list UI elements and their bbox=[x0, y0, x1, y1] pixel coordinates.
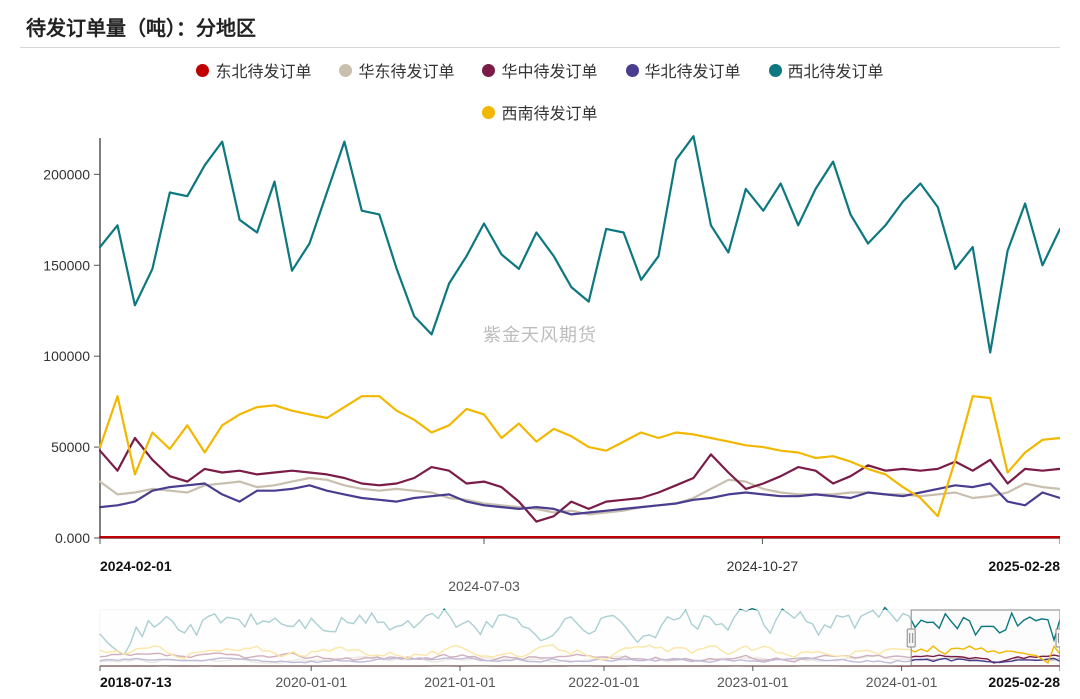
brush-x-tick-label: 2024-01-01 bbox=[866, 674, 938, 690]
legend-marker-icon bbox=[626, 64, 639, 77]
chart-title: 待发订单量（吨）：分地区 bbox=[26, 12, 1060, 41]
legend-marker-icon bbox=[769, 64, 782, 77]
brush-x-tick-label: 2022-01-01 bbox=[568, 674, 640, 690]
legend-marker-icon bbox=[482, 106, 495, 119]
brush-handle[interactable] bbox=[907, 629, 915, 647]
chart-container: { "title": "待发订单量（吨）：分地区", "watermark": … bbox=[0, 0, 1080, 699]
x-tick-label: 2025-02-28 bbox=[988, 558, 1060, 574]
legend-item[interactable]: 华北待发订单 bbox=[626, 58, 741, 82]
svg-text:100000: 100000 bbox=[43, 348, 90, 364]
x-tick-label: 2024-07-03 bbox=[448, 578, 520, 594]
legend-marker-icon bbox=[196, 64, 209, 77]
main-x-axis-labels: 2024-02-01 2024-07-03 2024-10-27 2025-02-28 bbox=[20, 558, 1060, 602]
legend-label: 东北待发订单 bbox=[215, 58, 311, 82]
brush-svg bbox=[20, 606, 1060, 674]
x-tick-label: 2024-10-27 bbox=[727, 558, 799, 574]
brush-handle[interactable] bbox=[1056, 629, 1060, 647]
legend-item[interactable]: 华中待发订单 bbox=[482, 58, 597, 82]
main-chart-svg: 0.000 50000 100000 150000 200000 bbox=[20, 128, 1060, 558]
title-divider bbox=[20, 47, 1060, 48]
brush-x-tick-label: 2020-01-01 bbox=[275, 674, 347, 690]
brush-x-tick-label: 2018-07-13 bbox=[100, 674, 172, 690]
legend-item[interactable]: 华东待发订单 bbox=[339, 58, 454, 82]
legend-item[interactable]: 西北待发订单 bbox=[769, 58, 884, 82]
legend-label: 西北待发订单 bbox=[788, 58, 884, 82]
svg-text:0.000: 0.000 bbox=[55, 530, 90, 546]
legend-label: 西南待发订单 bbox=[501, 100, 597, 124]
range-brush[interactable] bbox=[20, 606, 1060, 674]
svg-text:150000: 150000 bbox=[43, 257, 90, 273]
legend-label: 华中待发订单 bbox=[501, 58, 597, 82]
main-chart[interactable]: 0.00050000100000150000200000 紫金天风期货 bbox=[20, 128, 1060, 558]
legend-label: 华北待发订单 bbox=[645, 58, 741, 82]
legend-label: 华东待发订单 bbox=[358, 58, 454, 82]
brush-x-tick-label: 2025-02-28 bbox=[988, 674, 1060, 690]
legend-marker-icon bbox=[339, 64, 352, 77]
legend-marker-icon bbox=[482, 64, 495, 77]
legend-item[interactable]: 西南待发订单 bbox=[482, 100, 597, 124]
svg-text:50000: 50000 bbox=[51, 439, 90, 455]
brush-x-tick-label: 2023-01-01 bbox=[717, 674, 789, 690]
brush-x-tick-label: 2021-01-01 bbox=[424, 674, 496, 690]
svg-text:200000: 200000 bbox=[43, 166, 90, 182]
brush-x-axis-labels: 2018-07-13 2020-01-01 2021-01-01 2022-01-01… bbox=[20, 674, 1060, 694]
legend: 东北待发订单 华东待发订单 华中待发订单 华北待发订单 西北待发订单西南待发订单 bbox=[20, 52, 1060, 128]
legend-item[interactable]: 东北待发订单 bbox=[196, 58, 311, 82]
x-tick-label: 2024-02-01 bbox=[100, 558, 172, 574]
